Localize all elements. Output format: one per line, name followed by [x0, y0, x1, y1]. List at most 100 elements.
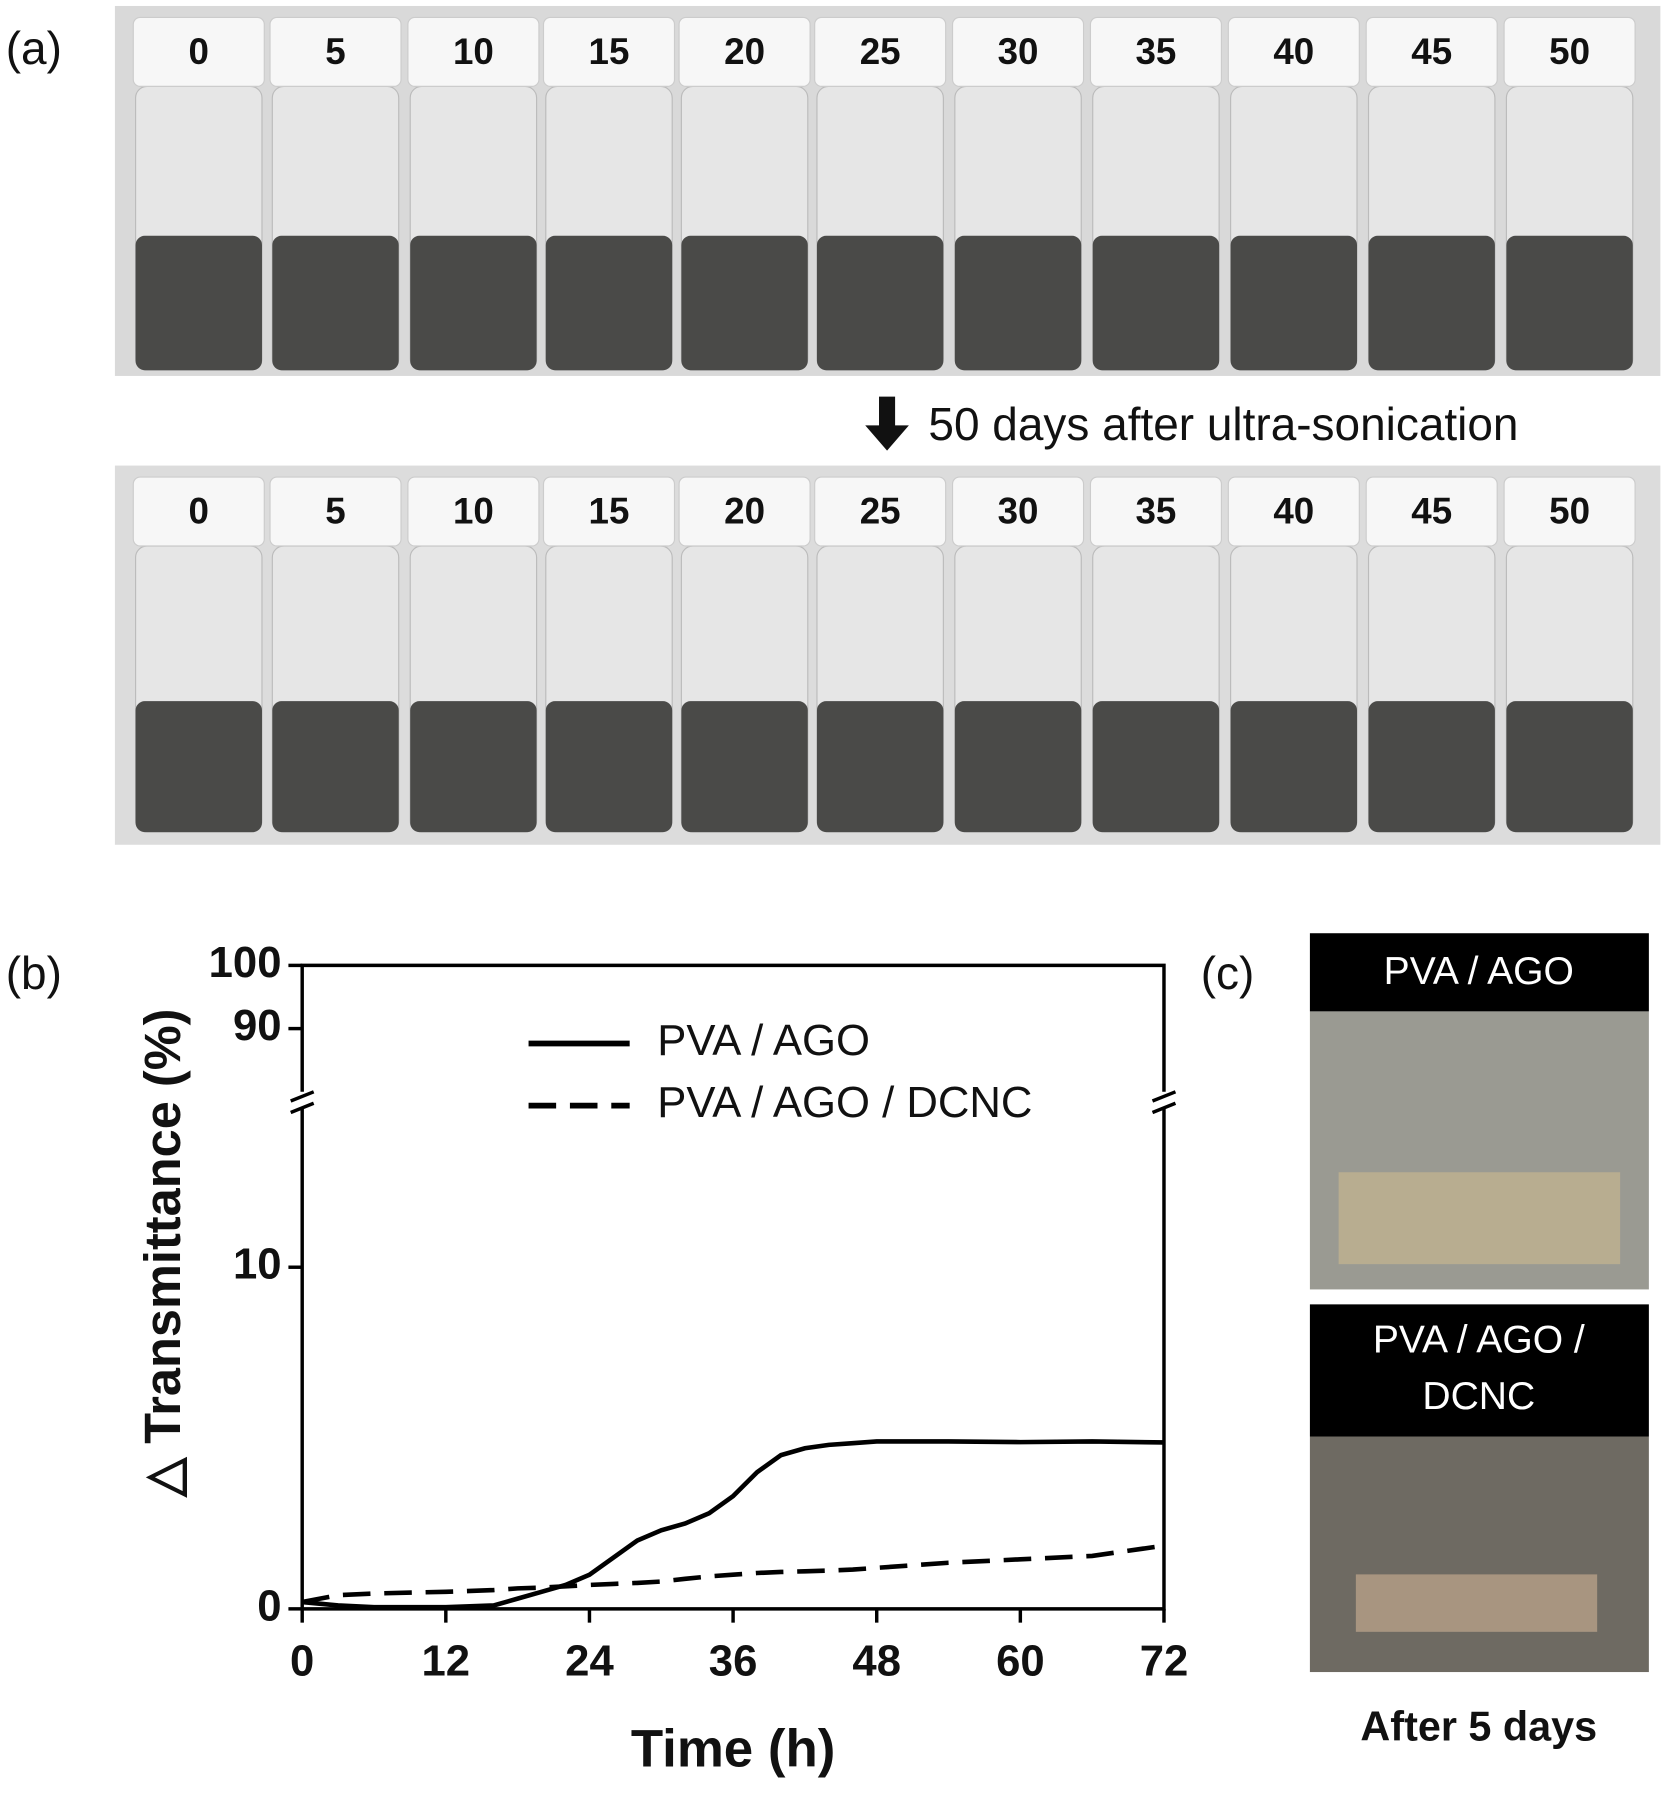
vial-cap — [814, 476, 947, 547]
panel-label: (a) — [6, 22, 62, 74]
vial-liquid — [410, 235, 537, 371]
vial-liquid — [1230, 701, 1358, 833]
vial-label: 5 — [325, 31, 345, 72]
x-tick-label: 60 — [996, 1637, 1045, 1686]
vial-label: 50 — [1549, 31, 1590, 72]
vial-label: 15 — [589, 31, 630, 72]
vial-liquid — [954, 701, 1082, 833]
vial-liquid — [1092, 701, 1220, 833]
vial-liquid — [816, 235, 944, 371]
y-tick-label: 0 — [257, 1581, 281, 1630]
vial-label: 20 — [724, 31, 765, 72]
label-box — [1309, 1304, 1649, 1437]
vial-label: 30 — [998, 31, 1039, 72]
vial-cap — [1089, 16, 1223, 87]
vial-label: 45 — [1411, 491, 1452, 532]
axis-break — [290, 1090, 315, 1115]
vial-liquid — [1230, 235, 1358, 371]
vial-label: 0 — [189, 491, 209, 532]
vial-label: 50 — [1549, 491, 1590, 532]
vial-liquid — [681, 235, 808, 371]
vial-cap — [1503, 476, 1636, 547]
vial-label: 5 — [325, 491, 345, 532]
panel-label: (b) — [6, 947, 62, 999]
vial-cap — [132, 476, 265, 547]
legend-label: PVA / AGO / DCNC — [657, 1078, 1032, 1127]
vial-label: 25 — [860, 491, 901, 532]
vial-liquid — [272, 701, 399, 833]
vial-cap — [678, 16, 811, 87]
vial-cap — [132, 16, 265, 87]
label-box — [1309, 933, 1649, 1012]
photo-label: PVA / AGO / — [1373, 1319, 1585, 1362]
vial-cap — [1503, 16, 1636, 87]
vial-cap — [1227, 16, 1360, 87]
vial-label: 40 — [1273, 491, 1314, 532]
x-tick-label: 0 — [290, 1637, 314, 1686]
vial-label: 15 — [589, 491, 630, 532]
x-tick-label: 36 — [709, 1637, 758, 1686]
arrow-text: 50 days after ultra-sonication — [928, 398, 1518, 450]
vial-liquid — [545, 701, 673, 833]
vial-liquid — [816, 701, 944, 833]
vial-label: 20 — [724, 491, 765, 532]
vial-liquid — [1506, 235, 1633, 371]
vial-cap — [269, 476, 402, 547]
vial-cap — [678, 476, 811, 547]
vial-cap — [951, 16, 1085, 87]
vial-cap — [951, 476, 1085, 547]
legend-label: PVA / AGO — [657, 1016, 870, 1065]
vial-liquid — [272, 235, 399, 371]
photo-label: PVA / AGO — [1384, 950, 1574, 993]
vial-cap — [407, 16, 540, 87]
series-line — [301, 1439, 1165, 1610]
vial-label: 45 — [1411, 31, 1452, 72]
vial-liquid — [135, 701, 262, 833]
vial-label: 40 — [1273, 31, 1314, 72]
y-tick-label: 100 — [209, 938, 282, 987]
series-line — [301, 1543, 1165, 1605]
axis-break — [1151, 1090, 1177, 1115]
vial-label: 30 — [998, 491, 1039, 532]
suspension — [1355, 1574, 1598, 1632]
vial-label: 10 — [453, 491, 494, 532]
vial-label: 35 — [1135, 491, 1176, 532]
vial-liquid — [1368, 701, 1495, 833]
x-axis-title: Time (h) — [631, 1719, 836, 1778]
x-tick-label: 48 — [852, 1637, 901, 1686]
vial-cap — [407, 476, 540, 547]
vial-cap — [1365, 476, 1498, 547]
y-tick-label: 10 — [233, 1240, 282, 1289]
vial-liquid — [1368, 235, 1495, 371]
vial-liquid — [1092, 235, 1220, 371]
vial-cap — [1227, 476, 1360, 547]
vial-liquid — [1506, 701, 1633, 833]
x-tick-label: 24 — [565, 1637, 614, 1686]
photo-c-bottom — [1309, 1436, 1649, 1673]
sediment — [1338, 1172, 1621, 1265]
vial-cap — [542, 476, 676, 547]
vial-liquid — [410, 701, 537, 833]
vial-cap — [542, 16, 676, 87]
y-axis-title: △ Transmittance (%) — [134, 1009, 191, 1499]
vial-cap — [1089, 476, 1223, 547]
vial-label: 10 — [453, 31, 494, 72]
vial-liquid — [681, 701, 808, 833]
vial-liquid — [545, 235, 673, 371]
vial-label: 0 — [189, 31, 209, 72]
vial-label: 25 — [860, 31, 901, 72]
vial-cap — [814, 16, 947, 87]
vial-liquid — [954, 235, 1082, 371]
y-tick-label: 90 — [233, 1001, 282, 1050]
x-tick-label: 12 — [422, 1637, 471, 1686]
x-tick-label: 72 — [1140, 1637, 1189, 1686]
caption: After 5 days — [1360, 1703, 1597, 1749]
vial-cap — [1365, 16, 1498, 87]
vial-liquid — [135, 235, 262, 371]
arrow — [865, 396, 909, 451]
panel-label: (c) — [1201, 947, 1255, 999]
vial-cap — [269, 16, 402, 87]
vial-label: 35 — [1135, 31, 1176, 72]
